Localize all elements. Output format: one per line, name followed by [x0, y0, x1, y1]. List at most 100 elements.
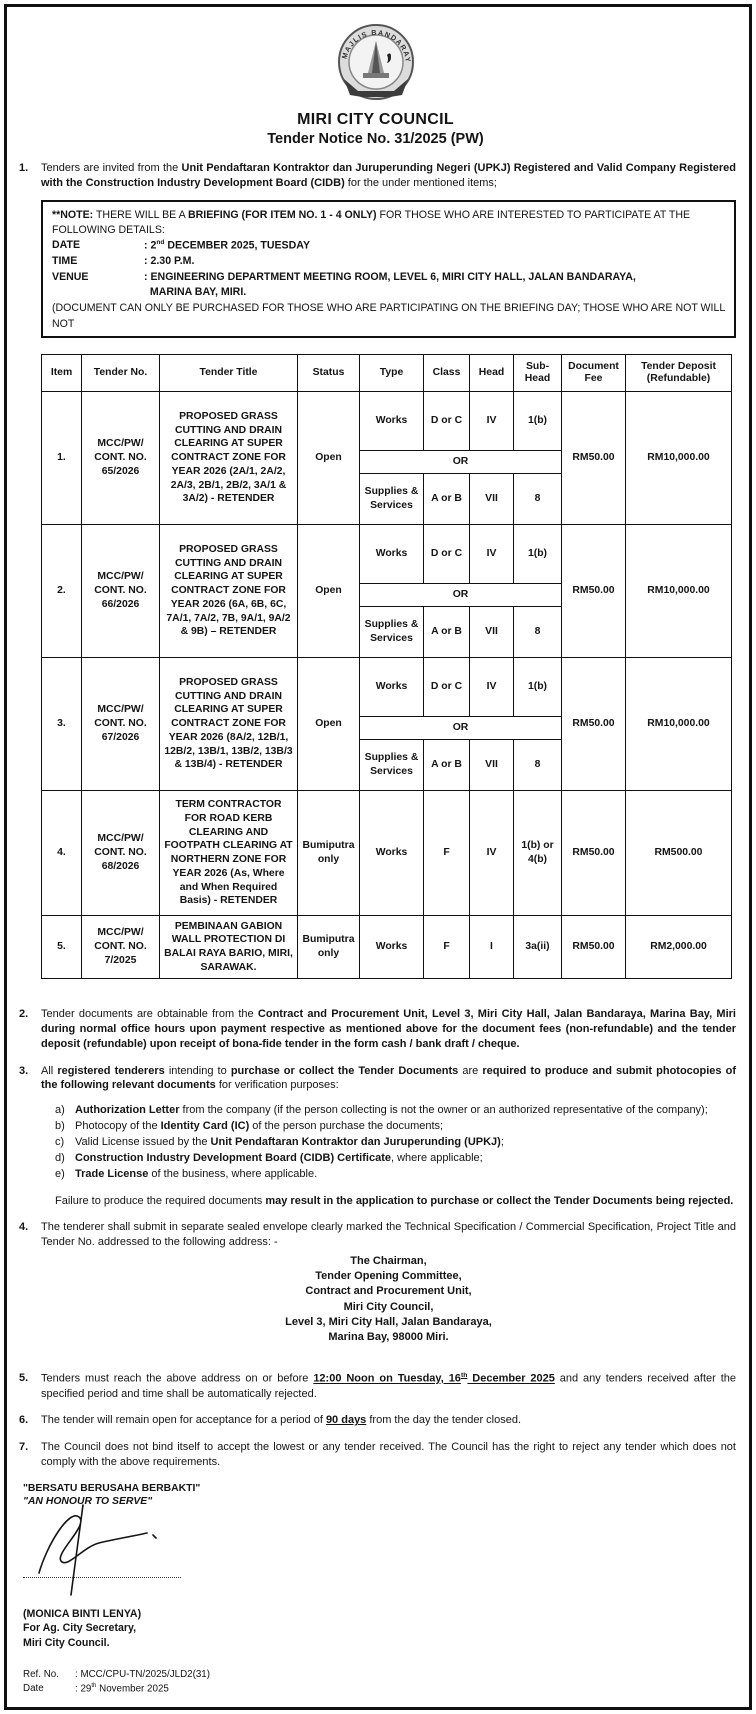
cell-class: F [423, 790, 470, 917]
paragraph-6-text: The tender will remain open for acceptan… [41, 1414, 522, 1427]
cell-head: VII [469, 739, 514, 792]
col-tender-title: Tender Title [159, 354, 298, 393]
cell-sub-head: 8 [513, 473, 562, 526]
cell-document-fee: RM50.00 [561, 524, 626, 659]
signatory-name: (MONICA BINTI LENYA) [23, 1608, 142, 1620]
document-header: MAJLIS BANDARAYA MIRI MIRI CITY COUNCIL … [15, 21, 736, 147]
cell-head: I [469, 915, 514, 980]
paragraph-number: 4. [19, 1221, 29, 1234]
list-item-label: d) [55, 1151, 65, 1164]
cell-tender-title: PROPOSED GRASS CUTTING AND DRAIN CLEARIN… [159, 391, 298, 526]
cell-type-supplies: Supplies & Services [359, 739, 424, 792]
cell-or: OR [359, 583, 562, 608]
paragraph-number: 5. [19, 1372, 29, 1385]
cell-document-fee: RM50.00 [561, 790, 626, 917]
address-line: Marina Bay, 98000 Miri. [328, 1330, 449, 1343]
table-or-row: OR [42, 583, 732, 608]
paragraph-4-text: The tenderer shall submit in separate se… [41, 1221, 736, 1249]
cell-sub-head: 1(b) [513, 524, 562, 585]
list-item: c) Valid License issued by the Unit Pend… [55, 1135, 736, 1150]
note-venue-row: VENUE : ENGINEERING DEPARTMENT MEETING R… [52, 270, 725, 285]
col-tender-deposit: Tender Deposit (Refundable) [625, 354, 732, 393]
cell-item: 3. [41, 657, 82, 792]
note-date-row: DATE : 2nd DECEMBER 2025, TUESDAY [52, 238, 725, 254]
note-time-value: : 2.30 P.M. [144, 255, 195, 268]
cell-sub-head: 1(b) or 4(b) [513, 790, 562, 917]
address-line: Tender Opening Committee, [315, 1270, 462, 1283]
cell-sub-head: 8 [513, 606, 562, 659]
note-line-1: **NOTE: THERE WILL BE A BRIEFING (FOR IT… [52, 208, 691, 237]
paragraph-2: 2. Tender documents are obtainable from … [15, 1007, 736, 1052]
cell-tender-title: TERM CONTRACTOR FOR ROAD KERB CLEARING A… [159, 790, 298, 917]
col-status: Status [297, 354, 360, 393]
table-row: Supplies & Services A or B VII 8 [42, 606, 732, 659]
paragraph-5: 5. Tenders must reach the above address … [15, 1371, 736, 1401]
cell-item: 2. [41, 524, 82, 659]
list-item-text: Valid License issued by the Unit Pendaft… [75, 1136, 504, 1148]
list-item-text: Photocopy of the Identity Card (IC) of t… [75, 1120, 444, 1133]
cell-head: VII [469, 606, 514, 659]
col-type: Type [359, 354, 424, 393]
note-venue-value: : ENGINEERING DEPARTMENT MEETING ROOM, L… [144, 270, 636, 283]
table-row: 2. MCC/PW/ CONT. NO. 66/2026 PROPOSED GR… [41, 524, 732, 659]
ribbon-banner [343, 79, 408, 97]
cell-class: A or B [423, 739, 470, 792]
note-venue-value-2: MARINA BAY, MIRI. [144, 286, 247, 299]
council-seal-logo: MAJLIS BANDARAYA MIRI [332, 21, 414, 100]
note-time-label: TIME [52, 255, 78, 268]
col-class: Class [423, 354, 470, 393]
cell-status: Open [297, 657, 360, 792]
paragraph-number: 2. [19, 1008, 29, 1021]
paragraph-3-text: All registered tenderers intending to pu… [41, 1064, 737, 1092]
cell-class: A or B [423, 606, 470, 659]
failure-warning-text: Failure to produce the required document… [55, 1194, 734, 1207]
cell-item: 5. [41, 915, 82, 980]
cell-type: Works [359, 915, 424, 980]
ref-number-value: : MCC/CPU-TN/2025/JLD2(31) [75, 1668, 211, 1680]
signatory-title: For Ag. City Secretary, [23, 1622, 137, 1635]
ref-number-row: Ref. No. : MCC/CPU-TN/2025/JLD2(31) [23, 1668, 736, 1682]
motto-malay: "BERSATU BERUSAHA BERBAKTI" [23, 1482, 201, 1494]
note-footer: (DOCUMENT CAN ONLY BE PURCHASED FOR THOS… [52, 302, 725, 330]
note-venue-label: VENUE [52, 270, 89, 283]
submission-address-block: The Chairman, Tender Opening Committee, … [41, 1254, 736, 1345]
cell-document-fee: RM50.00 [561, 915, 626, 980]
cell-type-supplies: Supplies & Services [359, 473, 424, 526]
cell-item: 4. [41, 790, 82, 917]
paragraph-7-text: The Council does not bind itself to acce… [41, 1441, 736, 1469]
paragraph-7: 7. The Council does not bind itself to a… [15, 1440, 736, 1470]
reference-block: Ref. No. : MCC/CPU-TN/2025/JLD2(31) Date… [23, 1668, 736, 1697]
paragraph-number: 7. [19, 1441, 29, 1454]
cell-class: D or C [423, 391, 470, 452]
note-time-row: TIME : 2.30 P.M. [52, 254, 725, 269]
list-item-text: Trade License of the business, where app… [75, 1167, 318, 1180]
cell-tender-title: PROPOSED GRASS CUTTING AND DRAIN CLEARIN… [159, 657, 298, 792]
cell-item: 1. [41, 391, 82, 526]
table-row: Supplies & Services A or B VII 8 [42, 739, 732, 792]
cell-sub-head: 1(b) [513, 657, 562, 718]
list-item: e) Trade License of the business, where … [55, 1167, 736, 1182]
council-name: MIRI CITY COUNCIL [297, 111, 454, 128]
paragraph-number: 3. [19, 1064, 29, 1077]
cell-type-works: Works [359, 657, 424, 718]
paragraph-1-text: Tenders are invited from the Unit Pendaf… [41, 162, 736, 189]
cell-sub-head: 8 [513, 739, 562, 792]
list-item-text: Authorization Letter from the company (i… [75, 1104, 708, 1117]
note-date-value: : 2nd DECEMBER 2025, TUESDAY [144, 239, 311, 252]
ref-date-label: Date [23, 1683, 44, 1695]
address-line: Level 3, Miri City Hall, Jalan Bandaraya… [285, 1315, 492, 1328]
ref-date-value: : 29th November 2025 [75, 1683, 169, 1695]
cell-tender-title: PROPOSED GRASS CUTTING AND DRAIN CLEARIN… [159, 524, 298, 659]
signatory-block: (MONICA BINTI LENYA) For Ag. City Secret… [23, 1607, 736, 1650]
ref-date-row: Date : 29th November 2025 [23, 1682, 736, 1696]
cell-type-works: Works [359, 391, 424, 452]
col-document-fee: Document Fee [561, 354, 626, 393]
cell-tender-deposit: RM2,000.00 [625, 915, 732, 980]
address-line: Miri City Council, [343, 1300, 434, 1313]
cell-class: D or C [423, 657, 470, 718]
cell-tender-title: PEMBINAAN GABION WALL PROTECTION DI BALA… [159, 915, 298, 980]
cell-or: OR [359, 450, 562, 475]
list-item-label: a) [55, 1104, 65, 1117]
briefing-note-box: **NOTE: THERE WILL BE A BRIEFING (FOR IT… [41, 199, 736, 339]
required-documents-list: a) Authorization Letter from the company… [55, 1103, 736, 1181]
